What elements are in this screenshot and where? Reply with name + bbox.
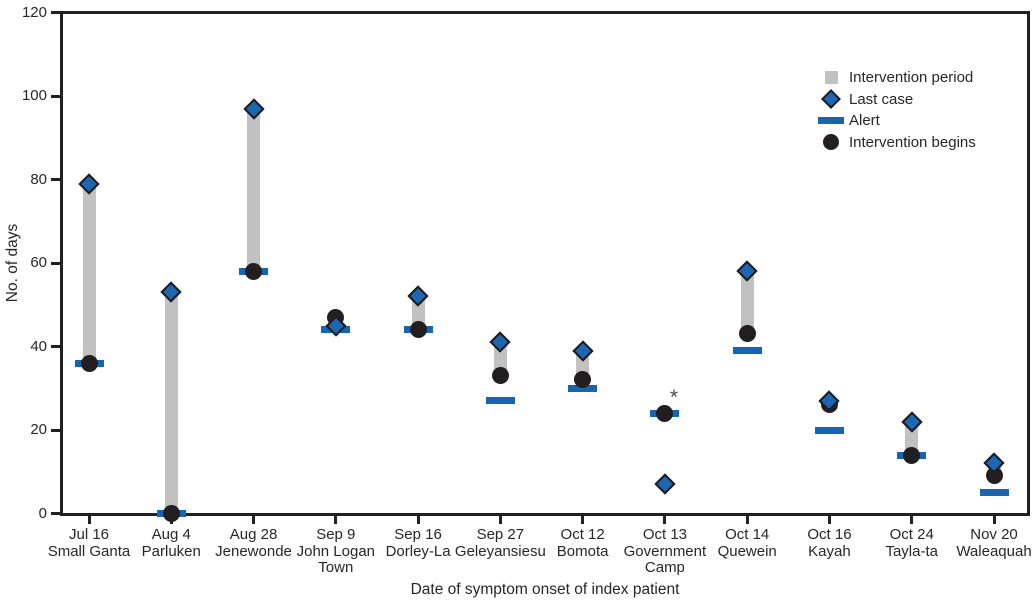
y-axis-tick-label: 20 — [30, 421, 47, 438]
category-community: Waleaquah — [956, 542, 1032, 560]
intervention-begins-marker — [245, 262, 263, 280]
legend-item-intervention-begins: Intervention begins — [818, 132, 976, 154]
category-date: Oct 14 — [725, 526, 770, 543]
category-date: Sep 27 — [476, 526, 525, 543]
plot-area — [60, 11, 1030, 516]
x-axis-category-label: Oct 24 Tayla-ta — [862, 526, 962, 560]
intervention-period-bar — [740, 271, 754, 334]
y-axis-tick — [51, 345, 60, 348]
x-axis-title: Date of symptom onset of index patient — [410, 581, 680, 598]
y-axis-tick-label: 40 — [30, 337, 47, 355]
alert-marker — [732, 347, 762, 355]
x-axis-category-label: Oct 14 Quewein — [697, 526, 797, 560]
category-community: Jenewonde — [215, 542, 292, 560]
x-axis-tick — [334, 516, 338, 524]
x-axis-tick — [663, 516, 667, 524]
x-axis-category-label: Sep 16 Dorley-La — [368, 526, 468, 560]
intervention-begins-marker — [409, 321, 427, 339]
x-axis-category-label: Sep 27 Geleyansiesu — [450, 526, 550, 560]
intervention-begins-marker — [574, 371, 592, 389]
footnote-asterisk: * — [669, 386, 679, 410]
intervention-period-bar — [247, 108, 261, 272]
x-axis-tick — [252, 516, 256, 524]
x-axis-tick — [745, 516, 749, 524]
alert-marker — [979, 489, 1009, 497]
category-date: Oct 13 — [642, 526, 687, 543]
x-axis-tick — [910, 516, 914, 524]
legend-label: Intervention period — [849, 69, 974, 87]
legend-label: Alert — [849, 112, 880, 130]
y-axis-tick — [51, 428, 60, 432]
category-date: Aug 28 — [229, 526, 278, 543]
category-date: Oct 12 — [560, 526, 605, 543]
legend-item-intervention-period: Intervention period — [818, 67, 976, 89]
alert-marker — [814, 426, 844, 434]
category-date: Oct 24 — [889, 526, 934, 543]
intervention-begins-marker — [162, 505, 180, 522]
x-axis-category-label: Oct 12 Bomota — [533, 526, 633, 560]
y-axis-tick — [51, 178, 60, 181]
x-axis-category-label: Oct 16 Kayah — [779, 526, 879, 560]
intervention-begins-marker — [985, 467, 1003, 485]
category-community: Small Ganta — [47, 542, 131, 560]
x-axis-category-label: Jul 16 Small Ganta — [39, 526, 139, 560]
intervention-begins-marker — [903, 446, 921, 464]
legend-item-last-case: Last case — [818, 89, 976, 111]
category-community: Kayah — [808, 542, 851, 560]
category-date: Sep 16 — [394, 526, 442, 543]
category-date: Aug 4 — [151, 526, 191, 543]
x-axis-tick — [498, 516, 502, 524]
x-axis-tick — [87, 516, 91, 524]
x-axis-category-label: Nov 20 Waleaquah — [944, 526, 1036, 560]
x-axis-category-label: Sep 9 John Logan Town — [286, 526, 386, 577]
y-axis-tick — [51, 261, 60, 265]
x-axis-tick — [581, 516, 585, 524]
y-axis-tick-label: 0 — [38, 504, 47, 522]
category-community: Government Camp — [623, 542, 707, 576]
y-axis-tick-label: 80 — [30, 170, 47, 188]
x-axis-category-label: Aug 28 Jenewonde — [204, 526, 304, 560]
y-axis-tick-label: 120 — [21, 3, 47, 21]
category-date: Sep 9 — [316, 526, 356, 543]
intervention-period-swatch-icon — [818, 71, 844, 85]
intervention-begins-marker — [80, 354, 98, 372]
intervention-begins-marker — [738, 325, 756, 343]
intervention-period-bar — [82, 183, 96, 364]
x-axis-tick — [416, 516, 420, 524]
category-date: Nov 20 — [970, 526, 1018, 543]
category-community: Bomota — [556, 542, 609, 560]
intervention-begins-marker — [656, 404, 674, 422]
y-axis-tick — [51, 94, 60, 98]
x-axis-category-label: Oct 13 Government Camp — [615, 526, 715, 577]
category-community: Tayla-ta — [885, 542, 938, 560]
legend: Intervention period Last case Alert Inte… — [818, 67, 976, 153]
legend-label: Intervention begins — [849, 133, 976, 151]
y-axis-tick — [51, 512, 60, 515]
x-axis-tick — [992, 516, 996, 524]
y-axis-tick-label: 100 — [21, 87, 47, 104]
alert-bar-icon — [818, 117, 844, 125]
category-community: Parluken — [141, 542, 201, 560]
intervention-begins-marker — [491, 367, 509, 385]
category-date: Jul 16 — [68, 526, 110, 543]
y-axis-tick-label: 60 — [30, 254, 47, 271]
intervention-period-bar — [164, 292, 178, 514]
last-case-diamond-icon — [818, 89, 844, 110]
category-community: Quewein — [717, 542, 777, 560]
category-date: Oct 16 — [807, 526, 852, 543]
category-community: Geleyansiesu — [454, 542, 546, 560]
category-community: John Logan Town — [296, 542, 376, 576]
legend-item-alert: Alert — [818, 110, 976, 132]
y-axis-tick — [51, 11, 60, 14]
legend-label: Last case — [849, 90, 914, 108]
alert-marker — [568, 384, 598, 392]
x-axis-tick — [827, 516, 831, 524]
alert-marker — [485, 397, 515, 405]
x-axis-category-label: Aug 4 Parluken — [121, 526, 221, 560]
category-community: Dorley-La — [385, 542, 451, 560]
intervention-begins-circle-icon — [818, 134, 844, 151]
